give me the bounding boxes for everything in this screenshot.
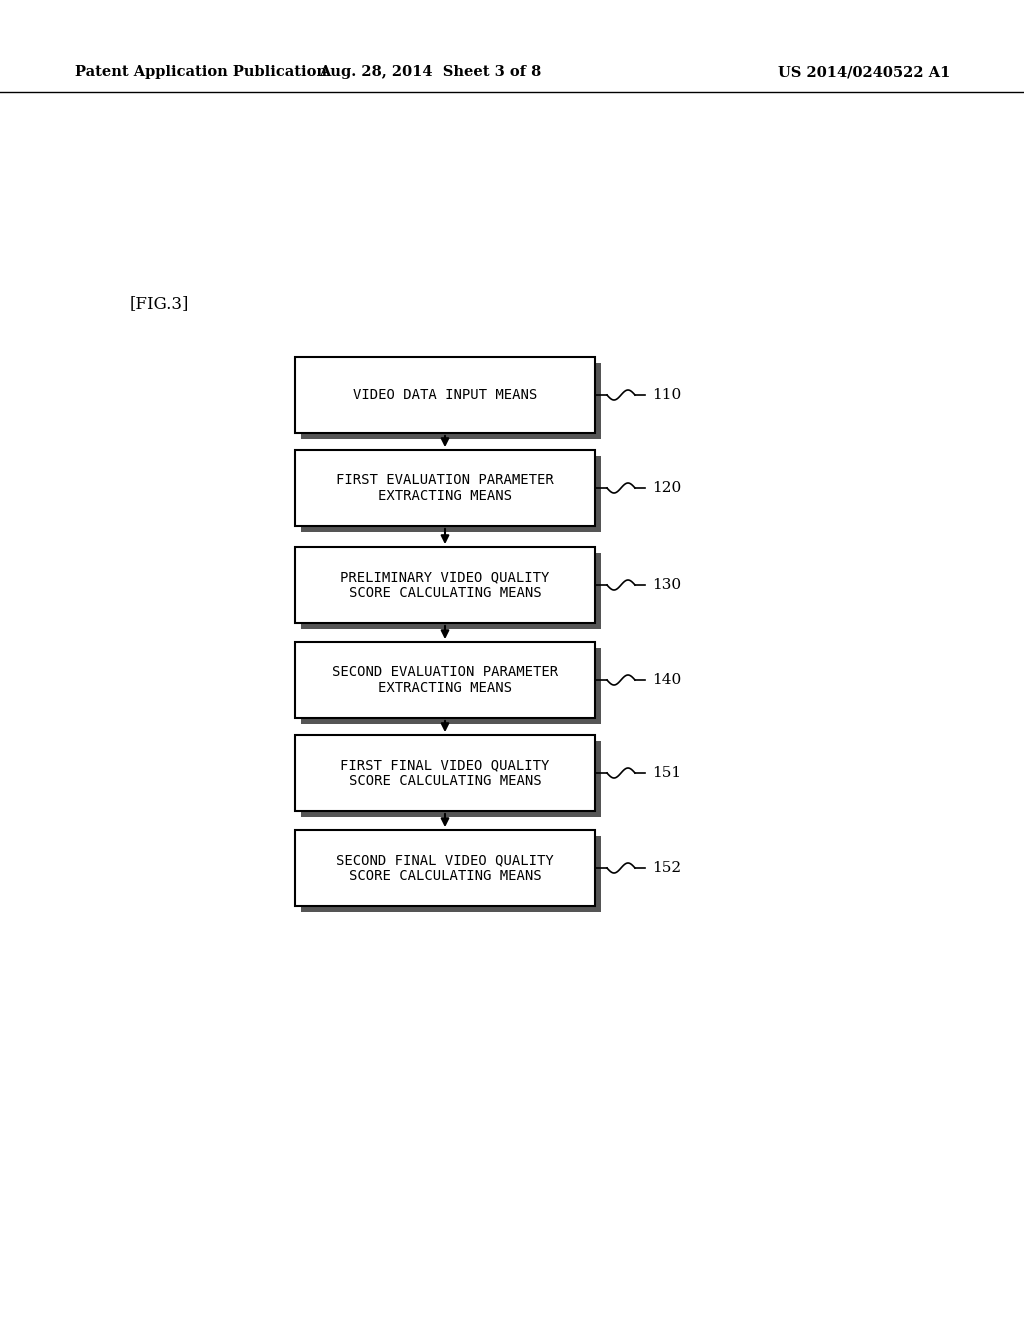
Bar bbox=[295, 546, 595, 623]
Text: 120: 120 bbox=[652, 480, 681, 495]
Text: FIRST EVALUATION PARAMETER: FIRST EVALUATION PARAMETER bbox=[336, 473, 554, 487]
Text: 152: 152 bbox=[652, 861, 681, 875]
Text: EXTRACTING MEANS: EXTRACTING MEANS bbox=[378, 488, 512, 503]
Bar bbox=[295, 450, 595, 525]
Text: SECOND EVALUATION PARAMETER: SECOND EVALUATION PARAMETER bbox=[332, 665, 558, 678]
Bar bbox=[295, 735, 595, 810]
Text: 151: 151 bbox=[652, 766, 681, 780]
Text: VIDEO DATA INPUT MEANS: VIDEO DATA INPUT MEANS bbox=[353, 388, 538, 403]
Text: US 2014/0240522 A1: US 2014/0240522 A1 bbox=[777, 65, 950, 79]
Text: SCORE CALCULATING MEANS: SCORE CALCULATING MEANS bbox=[349, 869, 542, 883]
Bar bbox=[301, 553, 601, 630]
Text: FIRST FINAL VIDEO QUALITY: FIRST FINAL VIDEO QUALITY bbox=[340, 758, 550, 772]
Text: 130: 130 bbox=[652, 578, 681, 591]
Text: SCORE CALCULATING MEANS: SCORE CALCULATING MEANS bbox=[349, 586, 542, 601]
Bar bbox=[295, 830, 595, 906]
Text: SCORE CALCULATING MEANS: SCORE CALCULATING MEANS bbox=[349, 774, 542, 788]
Text: EXTRACTING MEANS: EXTRACTING MEANS bbox=[378, 681, 512, 696]
Text: PRELIMINARY VIDEO QUALITY: PRELIMINARY VIDEO QUALITY bbox=[340, 570, 550, 583]
Text: Aug. 28, 2014  Sheet 3 of 8: Aug. 28, 2014 Sheet 3 of 8 bbox=[318, 65, 541, 79]
Text: 140: 140 bbox=[652, 673, 681, 686]
Text: Patent Application Publication: Patent Application Publication bbox=[75, 65, 327, 79]
Bar bbox=[301, 741, 601, 817]
Bar bbox=[301, 455, 601, 532]
Bar bbox=[295, 356, 595, 433]
Text: SECOND FINAL VIDEO QUALITY: SECOND FINAL VIDEO QUALITY bbox=[336, 853, 554, 867]
Bar bbox=[301, 363, 601, 440]
Bar bbox=[301, 648, 601, 723]
Bar bbox=[295, 642, 595, 718]
Bar bbox=[301, 836, 601, 912]
Text: [FIG.3]: [FIG.3] bbox=[130, 294, 189, 312]
Text: 110: 110 bbox=[652, 388, 681, 403]
